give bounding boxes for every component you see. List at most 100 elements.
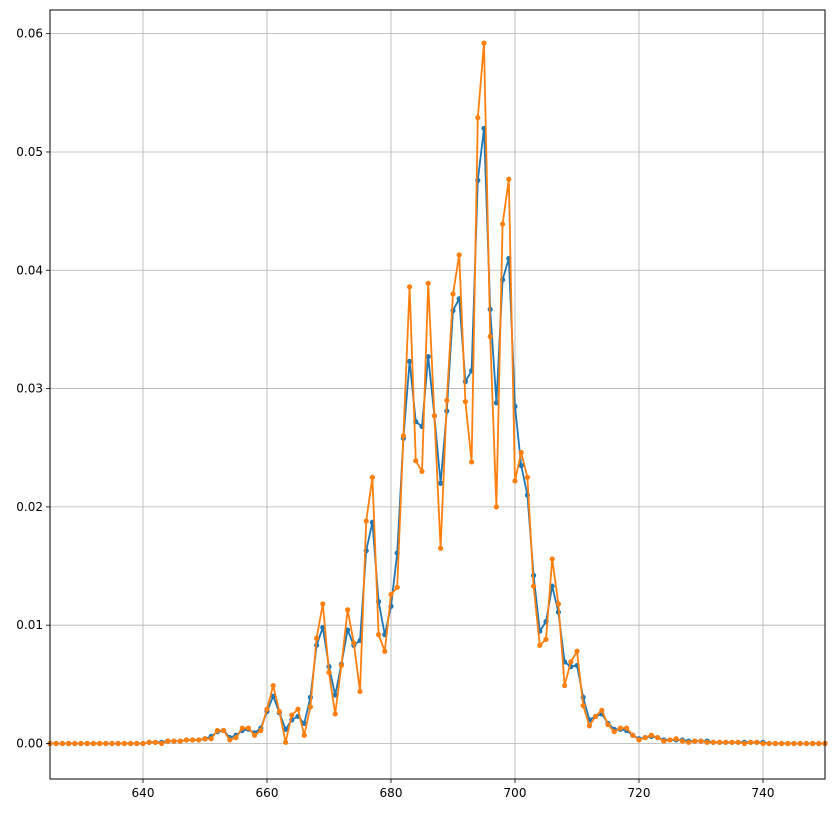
series-2-point	[357, 688, 363, 695]
series-2-point	[624, 725, 630, 731]
series-2-point	[791, 740, 797, 747]
series-2-point	[152, 739, 158, 745]
series-2-point	[580, 703, 586, 709]
series-2-point	[586, 723, 593, 729]
series-2-point	[190, 737, 196, 743]
series-2-point	[388, 591, 394, 598]
y-tick-label: 0.03	[16, 382, 43, 396]
y-tick-label: 0.00	[16, 737, 43, 751]
series-2-point	[636, 737, 642, 743]
series-2-point	[140, 740, 146, 747]
series-2-point	[723, 739, 729, 745]
series-2-point	[394, 584, 400, 590]
series-1-point	[270, 693, 276, 699]
series-2-point	[661, 738, 667, 744]
series-2-point	[171, 738, 177, 744]
series-2-point	[369, 474, 375, 480]
series-2-point	[531, 583, 537, 589]
series-2-point	[425, 280, 431, 286]
series-2-point	[735, 739, 741, 745]
x-tick-label: 660	[256, 786, 279, 800]
series-2-point	[810, 740, 816, 747]
series-2-point	[90, 740, 96, 747]
series-1-point	[493, 400, 499, 406]
series-2-point	[407, 284, 413, 290]
plot-area	[50, 10, 825, 779]
series-2-point	[717, 739, 723, 745]
series-2-point	[741, 740, 748, 747]
series-2-point	[295, 706, 301, 712]
series-2-point	[543, 636, 549, 643]
series-2-point	[332, 711, 338, 717]
series-2-point	[258, 727, 264, 734]
series-2-point	[345, 607, 351, 613]
series-2-point	[382, 648, 388, 654]
series-1-point	[438, 480, 444, 486]
grid-lines	[50, 10, 825, 779]
series-2-point	[710, 739, 717, 745]
series-2-point	[376, 632, 382, 638]
series-2-point	[233, 734, 239, 741]
series-2-point	[214, 727, 220, 734]
series-2-point	[109, 740, 115, 747]
series-2-point	[351, 640, 357, 646]
series-1-point	[407, 358, 413, 364]
series-2-point	[797, 740, 803, 747]
series-2-point	[679, 738, 686, 744]
series-layer	[47, 40, 828, 747]
series-2-point	[59, 740, 65, 747]
x-tick-label: 700	[504, 786, 527, 800]
series-2-point	[816, 740, 822, 747]
series-2-point	[617, 725, 624, 731]
series-2-point	[413, 458, 419, 464]
y-tick-label: 0.01	[16, 618, 43, 632]
series-2-point	[419, 468, 425, 474]
series-2-point	[208, 736, 214, 742]
series-2-point	[549, 556, 555, 562]
series-2-point	[611, 729, 617, 735]
series-1-point	[301, 720, 307, 727]
x-tick-label: 740	[752, 786, 775, 800]
series-2-point	[134, 740, 140, 747]
series-2-point	[593, 713, 599, 719]
series-1-point	[518, 462, 524, 469]
series-2-point	[655, 734, 661, 741]
y-tick-label: 0.02	[16, 500, 43, 514]
series-2-point	[307, 704, 313, 710]
series-2-point	[779, 740, 785, 747]
plot-frame	[49, 9, 826, 780]
series-2-point	[648, 732, 655, 738]
series-2-point	[692, 738, 698, 744]
series-2-point	[84, 740, 90, 747]
series-2-point	[128, 740, 134, 747]
axis-ticks: 640 660 680 700 720 740 0.00 0.01 0.02 0.03 0.04 0.…	[16, 27, 774, 800]
series-2-point	[562, 682, 568, 689]
series-2-point	[704, 739, 710, 745]
series-2-point	[518, 449, 524, 456]
series-2-point	[252, 732, 258, 738]
series-1-point	[332, 692, 338, 698]
series-2-point	[165, 738, 171, 744]
series-2-point	[103, 740, 109, 747]
series-2-point	[283, 739, 289, 745]
series-2-point	[673, 736, 679, 742]
x-tick-label: 680	[380, 786, 403, 800]
series-2-point	[66, 740, 72, 747]
series-2-point	[53, 740, 59, 747]
series-2-point	[320, 601, 326, 607]
series-2-point	[202, 736, 208, 742]
series-2-point	[686, 739, 692, 745]
series-2-point	[289, 712, 295, 718]
series-2-point	[729, 739, 735, 745]
series-2-point	[506, 176, 512, 182]
series-2-point	[667, 737, 673, 743]
series-2-point	[748, 739, 754, 745]
series-2-point	[760, 740, 766, 747]
series-2-point	[785, 740, 791, 747]
series-2-point	[78, 740, 84, 747]
series-2	[47, 40, 828, 747]
series-2-point	[500, 221, 506, 227]
series-2-point	[121, 740, 127, 747]
